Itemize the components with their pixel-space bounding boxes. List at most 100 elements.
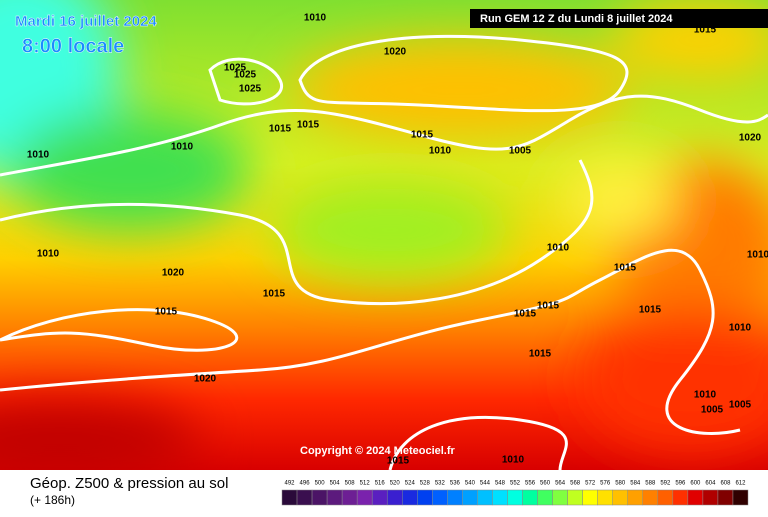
footer-lead: (+ 186h) bbox=[30, 493, 75, 507]
legend-tick-label: 596 bbox=[675, 481, 686, 487]
isobar-label: 1025 bbox=[234, 70, 257, 81]
legend-swatch bbox=[612, 489, 628, 506]
legend-tick-label: 512 bbox=[360, 481, 371, 487]
legend-tick-label: 544 bbox=[480, 481, 491, 487]
legend-tick-label: 516 bbox=[375, 481, 386, 487]
legend-swatch bbox=[296, 489, 313, 506]
isobar-label: 1005 bbox=[729, 400, 752, 411]
isobar-label: 1015 bbox=[614, 263, 637, 274]
legend-tick-label: 560 bbox=[540, 481, 551, 487]
forecast-date: Mardi 16 juillet 2024 bbox=[15, 13, 157, 30]
legend-tick-label: 552 bbox=[510, 481, 521, 487]
legend-swatch bbox=[642, 489, 659, 506]
legend-tick-label: 508 bbox=[345, 481, 356, 487]
legend-swatch bbox=[386, 489, 403, 506]
legend-tick-label: 540 bbox=[465, 481, 476, 487]
legend-tick-label: 556 bbox=[525, 481, 536, 487]
legend-tick-label: 584 bbox=[630, 481, 641, 487]
legend-swatch bbox=[627, 489, 644, 506]
legend-swatch bbox=[402, 489, 418, 506]
isobar-label: 1010 bbox=[429, 146, 452, 157]
legend-swatch bbox=[522, 489, 538, 506]
isobar-label: 1015 bbox=[514, 309, 537, 320]
legend-swatch bbox=[432, 489, 448, 506]
copyright: Copyright © 2024 Meteociel.fr bbox=[300, 445, 456, 457]
legend-tick-label: 604 bbox=[705, 481, 716, 487]
isobar-label: 1010 bbox=[37, 249, 60, 260]
isobar-label: 1010 bbox=[304, 13, 327, 24]
legend-swatch bbox=[597, 489, 613, 506]
legend-swatch bbox=[447, 489, 463, 506]
legend-tick-label: 568 bbox=[570, 481, 581, 487]
legend-tick-label: 536 bbox=[450, 481, 461, 487]
isobars bbox=[0, 34, 768, 470]
legend-swatch bbox=[341, 489, 358, 506]
legend-swatch bbox=[672, 489, 689, 506]
legend-tick-label: 572 bbox=[585, 481, 596, 487]
isobar-label: 1010 bbox=[729, 323, 752, 334]
isobar-label: 1015 bbox=[694, 25, 717, 36]
legend-tick-label: 588 bbox=[645, 481, 656, 487]
legend-swatch bbox=[356, 489, 373, 506]
footer-title: Géop. Z500 & pression au sol bbox=[30, 475, 228, 492]
isobar-label: 1015 bbox=[639, 305, 662, 316]
isobar-label: 1015 bbox=[263, 289, 286, 300]
legend-tick-label: 612 bbox=[735, 481, 746, 487]
isobar-label: 1015 bbox=[269, 124, 292, 135]
legend-swatch bbox=[567, 489, 583, 506]
legend-tick-label: 592 bbox=[660, 481, 671, 487]
legend-swatch bbox=[477, 489, 493, 506]
legend-tick-label: 532 bbox=[435, 481, 446, 487]
isobar-label: 1010 bbox=[547, 243, 570, 254]
isobar-label: 1010 bbox=[502, 455, 525, 466]
legend-tick-label: 504 bbox=[330, 481, 341, 487]
isobar-label: 1015 bbox=[529, 349, 552, 360]
isobar-label: 1010 bbox=[694, 390, 717, 401]
legend-swatch bbox=[507, 489, 523, 506]
isobar-label: 1020 bbox=[739, 133, 762, 144]
isobar-label: 1020 bbox=[384, 47, 407, 58]
isobar-label: 1020 bbox=[194, 374, 217, 385]
legend-swatch bbox=[702, 489, 719, 506]
legend-tick-label: 528 bbox=[420, 481, 431, 487]
legend-swatch bbox=[417, 489, 433, 506]
isobar-label: 1025 bbox=[224, 63, 247, 74]
field-shading bbox=[0, 0, 768, 470]
forecast-time: 8:00 locale bbox=[22, 35, 124, 57]
legend-swatch bbox=[717, 489, 734, 506]
legend-tick-label: 548 bbox=[495, 481, 506, 487]
run-banner bbox=[470, 9, 768, 28]
isobar-label: 1020 bbox=[162, 268, 185, 279]
legend-swatch bbox=[732, 489, 749, 506]
isobar-label: 1015 bbox=[297, 120, 320, 131]
legend-tick-label: 500 bbox=[315, 481, 326, 487]
legend-tick-label: 576 bbox=[600, 481, 611, 487]
legend-tick-label: 608 bbox=[720, 481, 731, 487]
isobar-label: 1015 bbox=[411, 130, 434, 141]
legend-swatch bbox=[492, 489, 508, 506]
isobar-label: 1025 bbox=[239, 84, 262, 95]
legend-tick-label: 600 bbox=[690, 481, 701, 487]
legend-swatch bbox=[537, 489, 553, 506]
map: Run GEM 12 Z du Lundi 8 juillet 2024 Mar… bbox=[0, 0, 768, 470]
isobar-label: 1010 bbox=[747, 250, 768, 261]
legend-swatch bbox=[687, 489, 704, 506]
legend-tick-label: 496 bbox=[300, 481, 311, 487]
legend-tick-label: 580 bbox=[615, 481, 626, 487]
legend-swatch bbox=[462, 489, 478, 506]
isobar-label: 1005 bbox=[509, 146, 532, 157]
isobar-label: 1010 bbox=[171, 142, 194, 153]
legend-tick-label: 520 bbox=[390, 481, 401, 487]
isobar-label: 1015 bbox=[537, 301, 560, 312]
run-label: Run GEM 12 Z du Lundi 8 juillet 2024 bbox=[480, 13, 673, 25]
isobar-label: 1015 bbox=[155, 307, 178, 318]
legend-tick-label: 524 bbox=[405, 481, 416, 487]
legend-swatch bbox=[657, 489, 674, 506]
legend-tick-label: 492 bbox=[285, 481, 296, 487]
legend-tick-label: 564 bbox=[555, 481, 566, 487]
legend-swatch bbox=[552, 489, 568, 506]
isobar-label: 1015 bbox=[387, 456, 410, 467]
legend-swatch bbox=[582, 489, 598, 506]
legend-swatch bbox=[311, 489, 328, 506]
